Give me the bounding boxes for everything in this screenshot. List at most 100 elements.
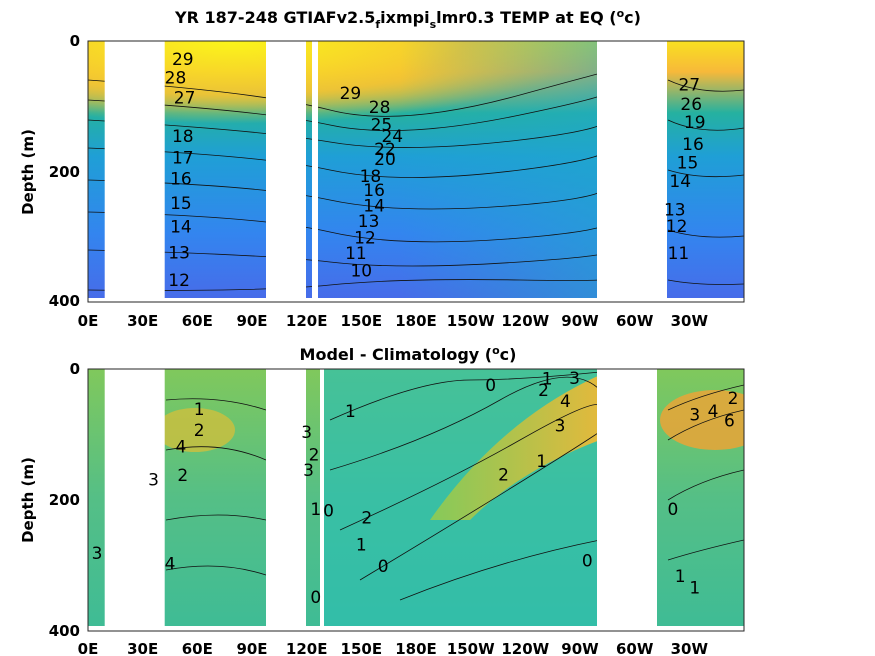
temp-xtick-label: 120E [286,312,328,330]
diff-contour-label: 1 [310,500,321,520]
temp-contour-label: 13 [664,200,686,220]
temp-contour-label: 28 [165,69,187,89]
diff-contour-label: 3 [301,423,312,443]
temp-xtick-label: 60W [616,312,654,330]
diff-ytick-0: 0 [70,360,80,378]
temp-ytick-200: 200 [49,163,80,181]
diff-xtick-label: 30W [671,640,709,656]
temp-contour-labels: 2928271817161514131229282524222018161413… [165,50,706,291]
temp-xtick-label: 60E [182,312,213,330]
temp-x-ticks: 0E 30E 60E 90E 120E 150E 180E 150W 120W 90W 60W 30W [78,312,709,330]
temp-contour-label: 22 [374,140,396,160]
diff-contour-label: 1 [536,452,547,472]
diff-contour-label: 3 [92,544,103,564]
temp-contour-label: 29 [172,50,194,70]
diff-xtick-label: 60E [182,640,213,656]
temp-contour-label: 18 [172,127,194,147]
temp-contour-label: 10 [350,261,372,281]
temp-xtick-label: 90E [236,312,267,330]
temp-contour-label: 24 [381,127,403,147]
diff-land-americas [597,369,657,631]
temp-contour-label: 25 [371,116,393,136]
temp-contour-label: 27 [174,89,196,109]
temp-xtick-label: 90W [561,312,599,330]
diff-contour-label: 1 [675,567,686,587]
atlantic-warm-anomaly [660,390,744,450]
temp-contour-label: 12 [354,229,376,249]
thermocline-warm-band [430,375,600,520]
temp-contour-label: 14 [669,172,691,192]
temp-contour-label: 29 [340,84,362,104]
diff-land-island-gap [320,369,324,631]
temp-xtick-label: 30W [671,312,709,330]
diff-field [88,369,744,631]
temp-contour-label: 13 [358,212,380,232]
diff-contour-label: 0 [323,501,334,521]
diff-below-bottom-mask [88,626,744,631]
diff-land-maritime-continent [266,369,306,631]
temp-contour-label: 18 [360,167,382,187]
temp-xtick-label: 150W [447,312,495,330]
diff-contour-label: 0 [667,500,678,520]
diff-panel: Model - Climatology (oc) [19,344,745,656]
diff-xtick-label: 60W [616,640,654,656]
temp-xtick-label: 30E [127,312,158,330]
diff-contour-label: 3 [555,417,566,437]
diff-contour-label: 6 [724,411,735,431]
diff-xtick-label: 90E [236,640,267,656]
land-masks [88,41,744,302]
temp-contour-label: 26 [680,95,702,115]
temp-contours [88,70,744,291]
temp-contour-label: 15 [170,194,192,214]
temp-contour-label: 15 [677,153,699,173]
diff-xtick-label: 0E [78,640,99,656]
diff-xtick-label: 150W [447,640,495,656]
diff-ytick-200: 200 [49,491,80,509]
land-africa [104,41,165,302]
diff-contour-label: 1 [542,370,553,390]
diff-land-masks [88,369,744,631]
diff-contour-label: 0 [485,376,496,396]
temp-xtick-label: 120W [501,312,549,330]
diff-contour-label: 3 [689,406,700,426]
land-americas [597,41,667,302]
temp-xtick-label: 150E [341,312,383,330]
temp-contour-label: 16 [682,135,704,155]
land-maritime-continent [266,41,306,302]
diff-land-africa [104,369,165,631]
diff-contour-label: 3 [148,471,159,491]
temp-y-ticks: 0 200 400 [49,32,80,310]
diff-xtick-label: 120E [286,640,328,656]
east-pacific-shading [400,41,600,298]
diff-contour-label: 0 [378,557,389,577]
diff-contour-label: 0 [310,588,321,608]
diff-contour-label: 0 [582,552,593,572]
temp-y-axis-label: Depth (m) [19,129,37,215]
diff-contour-label: 2 [309,446,320,466]
temp-contour-label: 14 [170,218,192,238]
temp-ytick-400: 400 [49,292,80,310]
temp-axes-frame [87,40,745,303]
diff-contour-label: 2 [538,381,549,401]
indian-ocean-warm-anomaly [155,408,235,452]
diff-axes-frame [87,368,745,632]
diff-contour-label: 1 [345,402,356,422]
temp-ytick-0: 0 [70,32,80,50]
diff-contour-label: 3 [569,369,580,389]
temp-contour-label: 13 [168,243,190,263]
diff-contour-label: 2 [498,465,509,485]
temp-xtick-label: 0E [78,312,99,330]
temp-field [88,41,744,302]
temp-contour-label: 16 [170,170,192,190]
land-island-gap [312,41,318,302]
diff-contour-label: 3 [303,461,314,481]
diff-contour-label: 1 [689,579,700,599]
diff-contour-label: 1 [194,400,205,420]
diff-contour-label: 2 [728,389,739,409]
diff-contour-label: 2 [177,466,188,486]
diff-xtick-label: 120W [501,640,549,656]
diff-contour-label: 4 [175,438,186,458]
temp-contour-label: 27 [678,76,700,96]
diff-contour-label: 4 [708,402,719,422]
